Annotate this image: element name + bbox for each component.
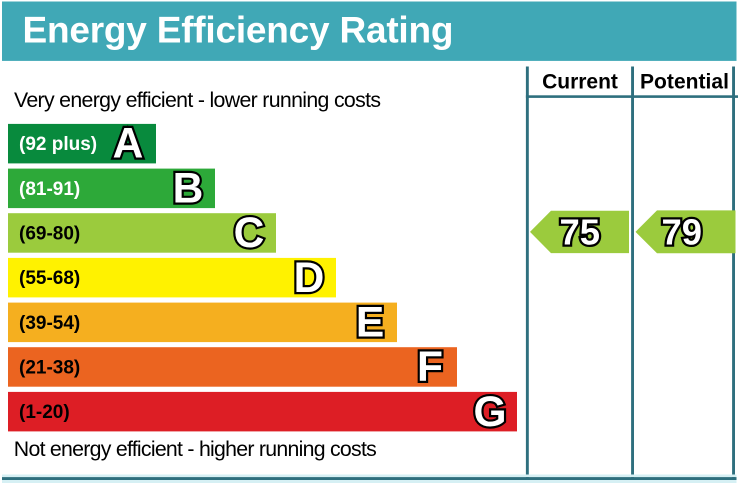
svg-text:Not energy efficient - higher: Not energy efficient - higher running co… bbox=[14, 437, 377, 461]
svg-text:Current: Current bbox=[542, 71, 618, 94]
svg-text:(69-80): (69-80) bbox=[19, 223, 80, 244]
svg-text:A: A bbox=[113, 121, 144, 168]
svg-text:E: E bbox=[356, 299, 384, 346]
svg-text:(39-54): (39-54) bbox=[19, 313, 80, 334]
svg-text:G: G bbox=[473, 389, 506, 436]
svg-text:(81-91): (81-91) bbox=[19, 179, 80, 200]
svg-text:D: D bbox=[294, 255, 325, 302]
svg-text:(92 plus): (92 plus) bbox=[19, 134, 97, 155]
svg-text:Very energy efficient - lower: Very energy efficient - lower running co… bbox=[14, 88, 381, 112]
svg-text:(55-68): (55-68) bbox=[19, 268, 80, 289]
svg-text:F: F bbox=[417, 344, 443, 391]
svg-text:B: B bbox=[173, 165, 204, 212]
svg-text:75: 75 bbox=[560, 211, 600, 252]
svg-text:Potential: Potential bbox=[640, 71, 729, 94]
svg-text:79: 79 bbox=[662, 211, 702, 252]
svg-text:C: C bbox=[234, 210, 265, 257]
svg-text:(1-20): (1-20) bbox=[19, 402, 70, 423]
svg-text:Energy Efficiency Rating: Energy Efficiency Rating bbox=[23, 9, 454, 50]
svg-text:(21-38): (21-38) bbox=[19, 358, 80, 379]
